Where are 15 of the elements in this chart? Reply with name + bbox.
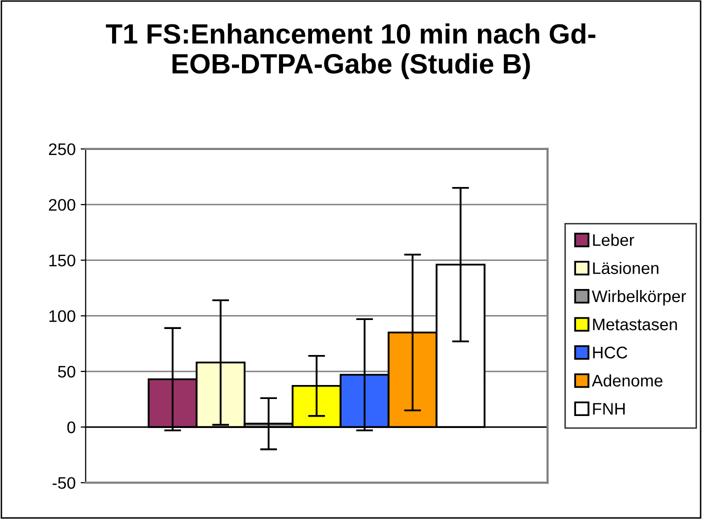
legend-label: Leber [593,234,634,246]
y-tick-label: -50 [52,477,76,489]
legend-label: Wirbelkörper [592,290,686,306]
chart-title: T1 FS:Enhancement 10 min nach Gd- EOB-DTPA-Gabe (Studie B) [106,23,596,80]
legend-label: FNH [593,403,625,415]
y-tick-label: 200 [48,198,76,211]
y-tick-label: 250 [48,143,76,156]
y-tick-label: 50 [58,366,76,378]
legend-label: HCC [593,346,628,358]
legend-label: Läsionen [593,262,658,274]
y-tick-label: 150 [49,254,76,266]
legend-label: Adenome [592,374,662,387]
y-tick-label: 100 [49,310,76,322]
y-tick-label: 0 [67,421,76,434]
legend-label: Metastasen [593,318,677,330]
